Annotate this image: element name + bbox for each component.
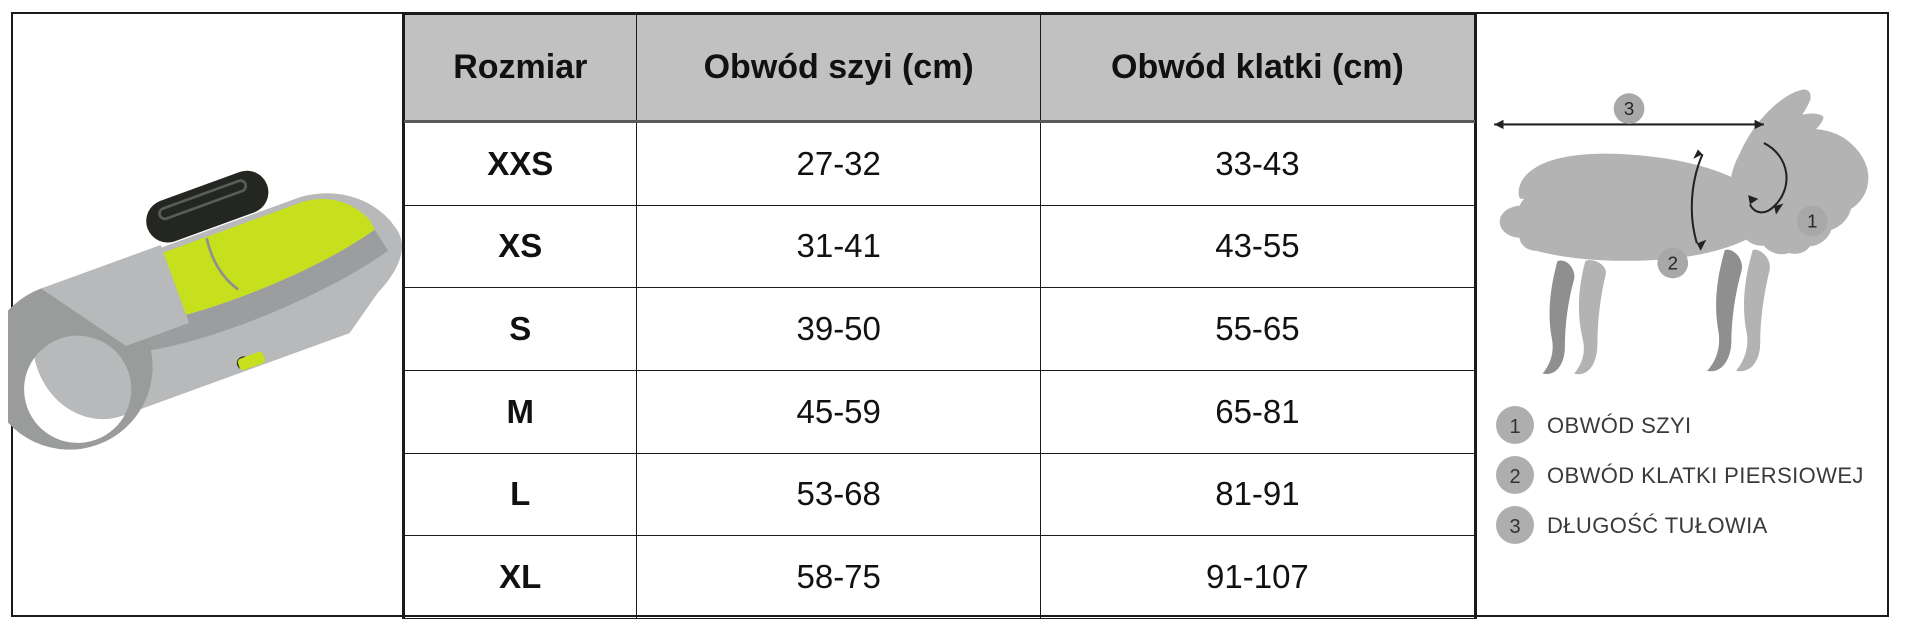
svg-text:OBWÓD SZYI: OBWÓD SZYI bbox=[1547, 413, 1692, 438]
svg-text:3: 3 bbox=[1509, 516, 1520, 538]
svg-text:OBWÓD KLATKI PIERSIOWEJ: OBWÓD KLATKI PIERSIOWEJ bbox=[1547, 463, 1864, 488]
svg-text:1: 1 bbox=[1509, 416, 1520, 438]
svg-text:2: 2 bbox=[1509, 466, 1520, 488]
svg-text:DŁUGOŚĆ TUŁOWIA: DŁUGOŚĆ TUŁOWIA bbox=[1547, 513, 1768, 538]
svg-text:3: 3 bbox=[1623, 98, 1633, 119]
svg-text:2: 2 bbox=[1667, 253, 1677, 274]
svg-text:1: 1 bbox=[1807, 211, 1817, 232]
